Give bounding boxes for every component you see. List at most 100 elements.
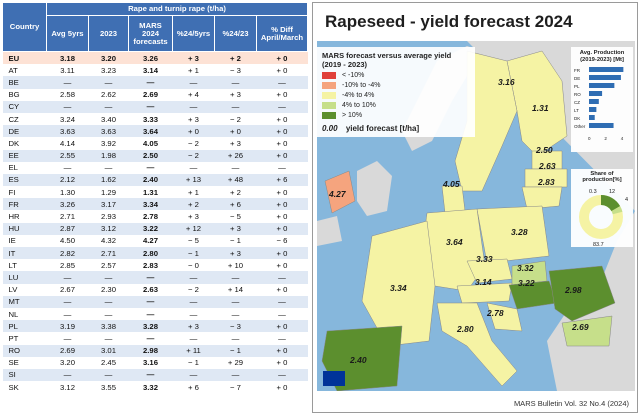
table-row: BE — — — — — —: [2, 76, 308, 89]
value-cell: + 13: [172, 173, 215, 187]
legend-swatch: [322, 71, 336, 79]
production-bar: [589, 75, 621, 80]
country-cell: MT: [2, 295, 47, 308]
value-cell: —: [128, 368, 173, 382]
value-cell: 3.24: [60, 114, 75, 124]
value-cell: —: [214, 295, 257, 308]
table-row: EL — — — — — —: [3, 162, 308, 174]
value-cell: —: [128, 271, 173, 284]
value-cell: 3.28: [128, 320, 173, 333]
share-label-03: 0.3: [589, 189, 597, 195]
table-row: LT 2.85 2.57 2.83 − 0 + 10 + 0: [3, 259, 308, 271]
value-cell: + 0: [256, 247, 308, 260]
value-cell: + 0: [214, 125, 257, 138]
table-row: CZ 3.24 3.40 3.33 + 3 − 2 + 0: [3, 113, 308, 125]
production-bar: [589, 115, 595, 120]
country-cell: FI: [8, 187, 16, 197]
value-cell: 2.30: [101, 285, 116, 295]
share-label-12: 12: [609, 189, 615, 195]
value-cell: + 0: [276, 358, 288, 368]
value-cell: 3.33: [143, 114, 158, 124]
value-cell: 2.87: [46, 222, 89, 235]
value-cell: —: [189, 163, 198, 173]
share-donut: 0.3 12 4 83.7: [579, 189, 628, 248]
value-cell: + 0: [256, 222, 308, 235]
yield-table: Country Rape and turnip rape (t/ha) Avg …: [2, 2, 308, 393]
value-cell: 3.26: [128, 51, 173, 65]
value-cell: + 0: [276, 90, 288, 100]
table-row: ES 2.12 1.62 2.40 + 13 + 48 + 6: [2, 173, 308, 187]
header-col-6: % Diff April/March: [256, 15, 308, 52]
value-cell: —: [63, 309, 72, 319]
value-cell: + 0: [276, 285, 288, 295]
table-row: HR 2.71 2.93 2.78 + 3 − 5 + 0: [3, 210, 308, 222]
value-cell: − 3: [230, 65, 241, 75]
country-cell: CZ: [8, 114, 19, 124]
value-cell: 2.45: [101, 358, 116, 368]
country-cell: IE: [8, 236, 16, 246]
production-bar: [589, 83, 615, 88]
value-cell: —: [128, 76, 173, 89]
legend-swatch: [322, 81, 336, 89]
value-cell: —: [146, 163, 155, 173]
value-cell: − 1: [188, 358, 199, 368]
value-cell: 2.40: [128, 173, 173, 187]
value-cell: − 2: [230, 114, 241, 124]
value-cell: − 2: [188, 285, 199, 295]
value-cell: 3.92: [101, 138, 116, 148]
value-cell: 3.26: [46, 198, 89, 211]
value-cell: 3.01: [88, 344, 129, 357]
value-cell: − 6: [276, 236, 288, 246]
label-hr: 2.78: [487, 308, 504, 318]
value-cell: 3.16: [143, 358, 158, 368]
value-cell: —: [128, 295, 173, 308]
value-cell: − 7: [230, 382, 241, 392]
legend-label: > 10%: [342, 111, 363, 119]
share-chart: Share of production[%] 0.3 12 4 83.7: [571, 169, 633, 248]
label-dk: 4.05: [443, 179, 460, 189]
value-cell: 3.40: [101, 114, 116, 124]
value-cell: 2.93: [101, 212, 116, 222]
value-cell: —: [256, 271, 308, 284]
table-row: DE 3.63 3.63 3.64 + 0 + 0 + 0: [2, 125, 308, 138]
value-cell: —: [63, 333, 72, 343]
value-cell: —: [63, 163, 72, 173]
value-cell: 2.69: [143, 90, 158, 100]
value-cell: 1.31: [143, 187, 158, 197]
region-ie: [324, 170, 356, 214]
value-cell: 3.38: [88, 320, 129, 333]
value-cell: —: [172, 271, 215, 284]
legend-yield-value: 0.00: [322, 124, 338, 133]
table-row: DK 4.14 3.92 4.05 − 2 + 3 + 0: [3, 137, 308, 149]
production-bar: [589, 67, 624, 72]
value-cell: 3.11: [60, 65, 75, 75]
region-ro: [548, 265, 616, 322]
table-row: SE 3.20 2.45 3.16 − 1 + 29 + 0: [3, 357, 308, 369]
label-bg: 2.69: [572, 322, 589, 332]
value-cell: + 3: [214, 222, 257, 235]
value-cell: + 6: [256, 173, 308, 187]
value-cell: 3.22: [128, 222, 173, 235]
country-cell: HU: [2, 222, 47, 235]
production-bars: FR DE PL RO CZ LT DK Other 0 2 4: [574, 67, 624, 141]
region-pl: [476, 205, 550, 264]
value-cell: —: [128, 100, 173, 113]
value-cell: 4.27: [143, 236, 158, 246]
legend-item: > 10%: [322, 111, 470, 119]
value-cell: + 0: [276, 114, 288, 124]
table-row: MT — — — — — —: [2, 295, 308, 308]
value-cell: —: [88, 100, 129, 113]
value-cell: 2.83: [143, 260, 158, 270]
production-category-label: PL: [574, 84, 580, 89]
production-tick-label: 4: [621, 136, 624, 141]
legend-title: MARS forecast versus average yield (2019…: [322, 51, 452, 69]
table-row: IT 2.82 2.71 2.80− 1 + 3 + 0: [2, 247, 308, 260]
value-cell: —: [214, 76, 257, 89]
value-cell: —: [214, 100, 257, 113]
country-cell: BG: [8, 90, 20, 100]
country-cell: CY: [2, 100, 47, 113]
value-cell: —: [256, 100, 308, 113]
table-row: IE 4.50 4.32 4.27 − 5 − 1 − 6: [3, 235, 308, 247]
production-category-label: FR: [574, 68, 581, 73]
value-cell: —: [46, 100, 89, 113]
